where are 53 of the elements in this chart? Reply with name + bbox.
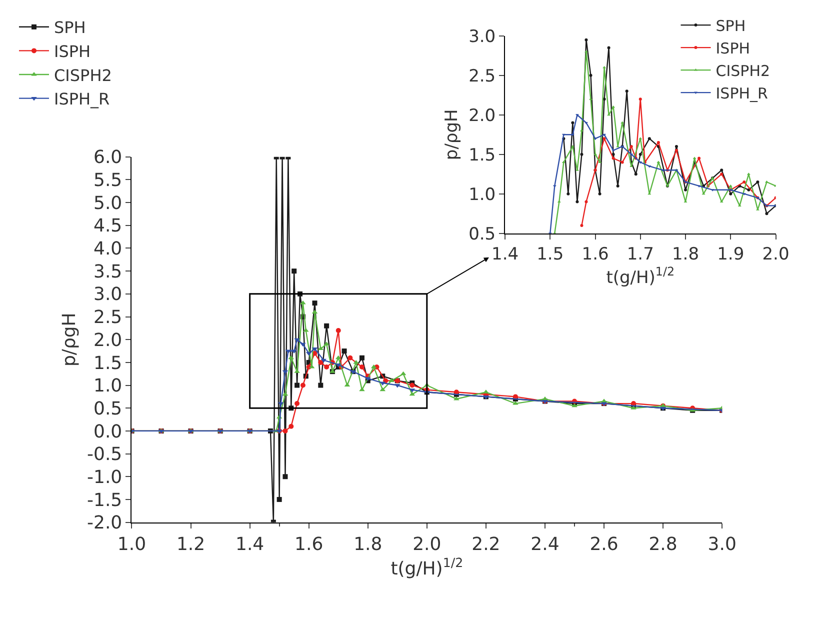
x-tick-label: 1.4 xyxy=(235,534,264,555)
x-axis-title: t(g/H)$^{1/2}$ xyxy=(606,264,675,288)
x-tick-label: 2.2 xyxy=(472,534,500,555)
y-tick-label: 5.5 xyxy=(94,170,122,192)
y-tick-label: 1.5 xyxy=(94,352,122,374)
x-tick-label: 2.8 xyxy=(648,534,678,555)
x-tick-label: 2.6 xyxy=(590,534,618,555)
y-tick-label: 2.0 xyxy=(468,106,496,126)
y-axis-title: p/ρgH xyxy=(59,312,80,367)
legend-label: CISPH2 xyxy=(54,66,112,85)
y-tick-label: 4.5 xyxy=(94,216,122,237)
legend-label: ISPH xyxy=(54,42,91,61)
y-tick-label: 3.0 xyxy=(94,284,122,306)
x-tick-label: 3.0 xyxy=(708,534,736,555)
x-tick-label: 1.6 xyxy=(294,534,324,555)
y-tick-label: 2.0 xyxy=(94,330,122,351)
y-tick-label: 6.0 xyxy=(94,147,122,168)
y-tick-label: 0.5 xyxy=(468,224,496,244)
x-tick-label: 1.2 xyxy=(176,534,206,555)
legend-label: SPH xyxy=(54,18,86,38)
y-tick-label: 3.0 xyxy=(468,26,496,47)
x-tick-label: 1.6 xyxy=(582,244,609,265)
legend-label: CISPH2 xyxy=(716,62,770,80)
y-tick-label: 0.0 xyxy=(94,421,122,442)
y-tick-label: 0.5 xyxy=(94,398,122,420)
legend-label: ISPH_R xyxy=(716,84,768,102)
x-tick-label: 1.8 xyxy=(354,534,382,555)
y-tick-label: 1.5 xyxy=(468,145,496,166)
x-tick-label: 2.0 xyxy=(762,244,790,265)
x-tick-label: 1.9 xyxy=(717,244,744,265)
y-axis-title: p/ρgH xyxy=(442,109,462,160)
x-tick-label: 2.4 xyxy=(530,534,560,555)
y-tick-label: -1.5 xyxy=(87,490,122,511)
y-tick-label: 5.0 xyxy=(94,192,122,214)
y-tick-label: 4.0 xyxy=(94,238,122,260)
y-tick-label: 1.0 xyxy=(94,376,122,397)
legend-label: ISPH_R xyxy=(54,90,110,109)
legend-label: SPH xyxy=(716,16,746,35)
y-tick-label: -1.0 xyxy=(87,466,122,488)
x-tick-label: 1.7 xyxy=(626,244,654,265)
x-tick-label: 2.0 xyxy=(412,534,442,555)
x-tick-label: 1.8 xyxy=(672,244,700,265)
x-tick-label: 1.5 xyxy=(536,244,564,265)
legend-label: ISPH xyxy=(716,39,750,58)
y-tick-label: 1.0 xyxy=(468,184,496,205)
x-axis-title: t(g/H)$^{1/2}$ xyxy=(390,554,464,580)
y-tick-label: 2.5 xyxy=(94,307,122,328)
y-tick-label: 3.5 xyxy=(94,261,122,282)
y-tick-label: -0.5 xyxy=(87,444,122,466)
y-tick-label: 2.5 xyxy=(468,66,496,86)
x-tick-label: 1.0 xyxy=(117,534,146,555)
y-tick-label: -2.0 xyxy=(87,512,122,534)
x-tick-label: 1.4 xyxy=(491,244,519,265)
